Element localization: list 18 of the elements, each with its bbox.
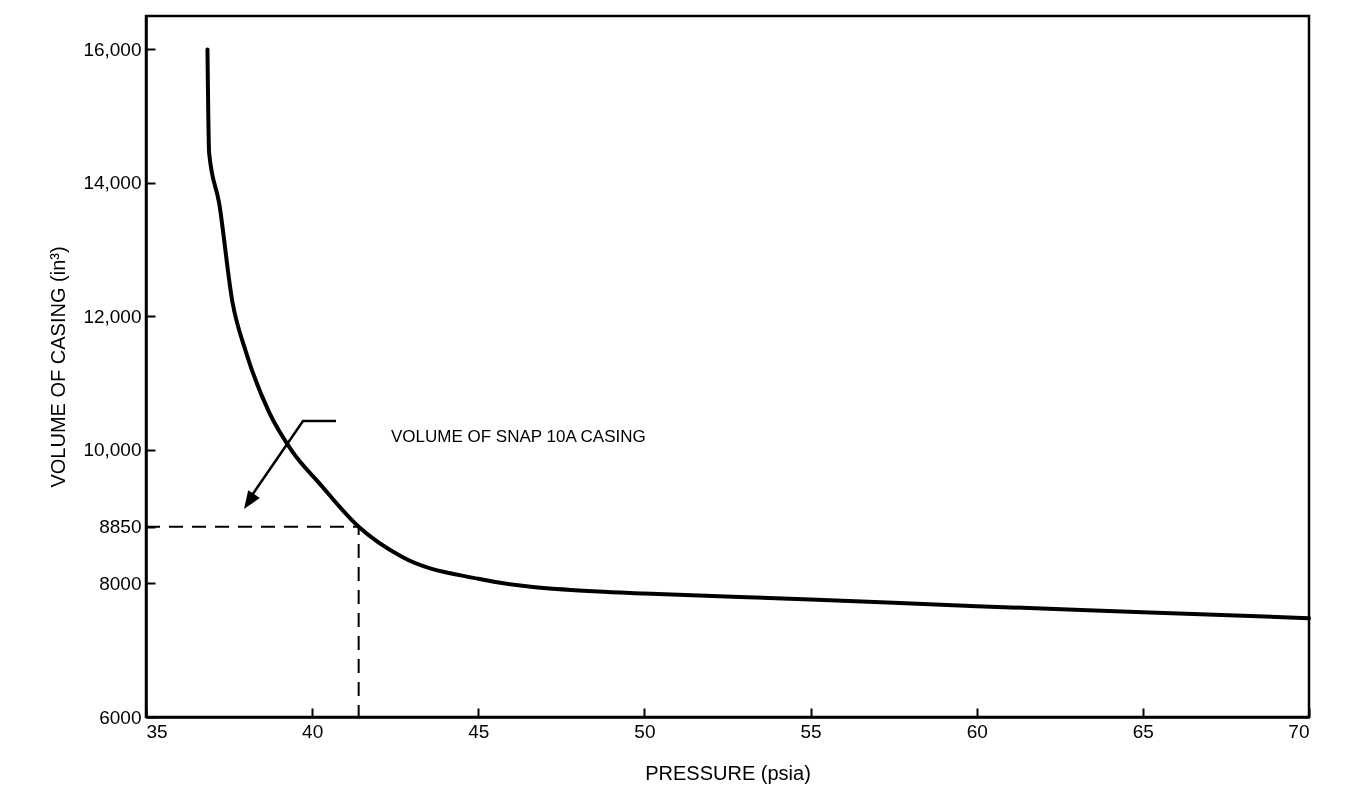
x-tick-label: 65 [1132, 720, 1154, 742]
y-axis-title: VOLUME OF CASING (in³) [47, 246, 70, 488]
y-tick-label: 12,000 [83, 305, 142, 327]
annotation: VOLUME OF SNAP 10A CASING [391, 427, 646, 446]
y-tick-label: 10,000 [83, 439, 142, 461]
y-tick-label: 8850 [99, 516, 142, 538]
y-tick-label: 14,000 [83, 172, 142, 194]
x-tick-label: 35 [146, 720, 168, 742]
x-tick-label: 50 [634, 720, 656, 742]
x-tick-label: 60 [966, 720, 988, 742]
x-tick-label: 45 [468, 720, 490, 742]
y-tick-label: 8000 [99, 572, 142, 594]
x-tick-label: 70 [1288, 720, 1310, 742]
y-tick-label: 6000 [99, 706, 142, 728]
y-tick-label: 16,000 [83, 38, 142, 60]
x-axis-title: PRESSURE (psia) [645, 761, 811, 784]
x-tick-label: 55 [800, 720, 822, 742]
x-tick-label: 40 [302, 720, 324, 742]
